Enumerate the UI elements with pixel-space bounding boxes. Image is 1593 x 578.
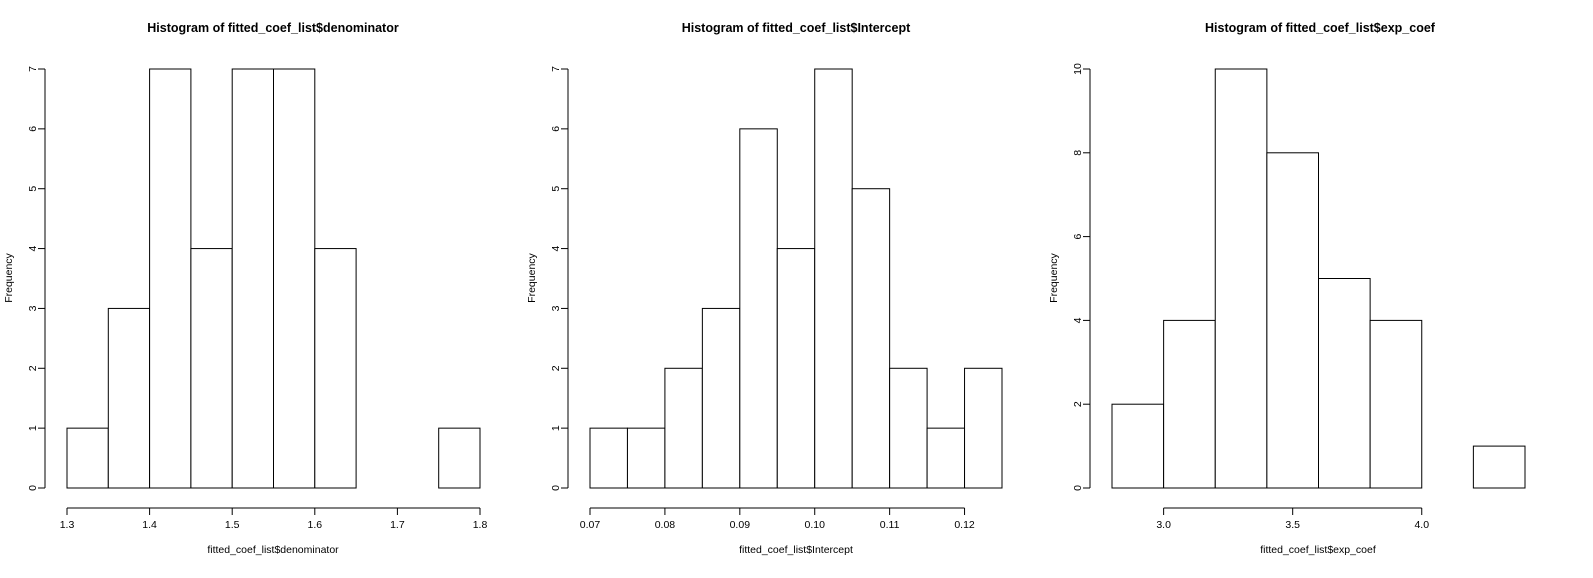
panel-exp-coef: Histogram of fitted_coef_list$exp_coef f… [1048,21,1526,556]
x-tick-label: 1.5 [225,519,240,531]
y-tick-label: 8 [1072,150,1084,156]
x-tick-label: 0.09 [730,519,751,531]
x-axis: 0.07 0.08 0.09 0.10 0.11 0.12 [580,507,975,531]
histogram-bar [231,68,274,489]
x-tick-label: 0.07 [580,519,601,531]
histogram-bar [1266,152,1319,489]
y-tick-label: 0 [550,485,562,491]
histogram-bar [739,128,778,489]
histogram-bar [314,248,357,489]
x-tick-label: 0.12 [954,519,975,531]
x-tick-label: 1.8 [473,519,488,531]
y-tick-label: 5 [550,186,562,192]
x-tick-label: 0.10 [805,519,826,531]
chart-title: Histogram of fitted_coef_list$Intercept [682,21,911,35]
histogram-bar [964,367,1003,489]
y-tick-label: 1 [550,425,562,431]
x-tick-label: 0.11 [880,519,900,531]
histogram-bar [438,427,481,489]
bars [1111,68,1526,489]
y-tick-label: 6 [1072,234,1084,240]
bars [589,68,1003,489]
histogram-bar [664,367,703,489]
y-axis-label: Frequency [1048,252,1060,302]
histogram-bar [1111,403,1165,489]
x-tick-label: 3.5 [1285,519,1300,531]
y-tick-label: 4 [550,245,562,251]
histogram-bar [1369,319,1423,489]
x-axis-label: fitted_coef_list$Intercept [739,544,853,556]
x-tick-label: 1.7 [390,519,405,531]
y-tick-label: 4 [1072,317,1084,323]
x-axis: 3.0 3.5 4.0 [1156,507,1429,531]
x-tick-label: 4.0 [1414,519,1429,531]
histogram-bar [776,248,816,489]
histogram-bar [1318,278,1371,489]
x-axis-label: fitted_coef_list$exp_coef [1260,544,1376,556]
histogram-bar [626,427,666,489]
y-tick-label: 7 [27,66,39,72]
chart-title: Histogram of fitted_coef_list$denominato… [147,21,399,35]
y-axis: 0 2 4 6 8 10 [1072,63,1091,491]
y-tick-label: 6 [27,126,39,132]
histogram-bar [190,248,233,489]
x-tick-label: 1.4 [142,519,157,531]
y-tick-label: 2 [1072,401,1084,407]
x-tick-label: 1.6 [307,519,322,531]
histogram-bar [814,68,853,489]
y-axis: 0 1 2 3 4 5 6 7 [550,66,569,491]
y-tick-label: 3 [27,305,39,311]
y-tick-label: 0 [1072,485,1084,491]
x-tick-label: 1.3 [60,519,75,531]
histogram-bar [701,307,741,489]
x-axis: 1.3 1.4 1.5 1.6 1.7 1.8 [60,507,488,531]
histogram-bar [66,427,109,489]
y-tick-label: 5 [27,186,39,192]
bars [66,68,481,489]
histogram-bar [273,68,316,489]
histogram-bar [149,68,192,489]
chart-title: Histogram of fitted_coef_list$exp_coef [1205,21,1436,35]
panel-denominator: Histogram of fitted_coef_list$denominato… [3,21,487,556]
y-tick-label: 2 [27,365,39,371]
y-tick-label: 1 [27,425,39,431]
histogram-bar [107,307,151,489]
y-tick-label: 2 [550,365,562,371]
x-axis-label: fitted_coef_list$denominator [207,544,339,556]
y-axis-label: Frequency [3,252,15,302]
histogram-bar [1214,68,1268,489]
y-tick-label: 3 [550,305,562,311]
x-tick-label: 3.0 [1156,519,1171,531]
panel-intercept: Histogram of fitted_coef_list$Intercept … [526,21,1003,556]
x-tick-label: 0.08 [655,519,676,531]
y-tick-label: 7 [550,66,562,72]
y-tick-label: 4 [27,245,39,251]
histogram-bar [589,427,628,489]
y-axis-label: Frequency [526,252,538,302]
y-tick-label: 10 [1072,63,1084,75]
histogram-bar [926,427,966,489]
histogram-bar [851,188,891,489]
y-tick-label: 0 [27,485,39,491]
histogram-bar [1163,319,1216,489]
histogram-bar [889,367,928,489]
y-tick-label: 6 [550,126,562,132]
histogram-bar [1472,445,1526,489]
y-axis: 0 1 2 3 4 5 6 7 [27,66,46,491]
